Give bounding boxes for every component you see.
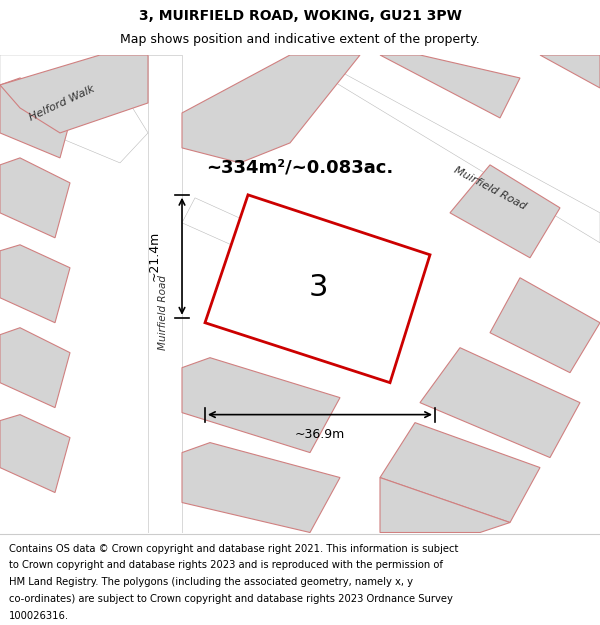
Polygon shape: [205, 195, 430, 382]
Text: Muirfield Road: Muirfield Road: [452, 164, 528, 211]
Polygon shape: [540, 55, 600, 88]
Text: 3: 3: [308, 273, 328, 302]
Text: ~21.4m: ~21.4m: [148, 231, 161, 281]
Polygon shape: [380, 422, 540, 522]
Polygon shape: [148, 55, 182, 532]
Polygon shape: [0, 55, 148, 163]
Text: Muirfield Road: Muirfield Road: [158, 275, 168, 350]
Polygon shape: [0, 78, 75, 158]
Text: Contains OS data © Crown copyright and database right 2021. This information is : Contains OS data © Crown copyright and d…: [9, 544, 458, 554]
Polygon shape: [290, 55, 600, 243]
Text: Muirfi...: Muirfi...: [262, 251, 298, 270]
Polygon shape: [182, 198, 365, 298]
Polygon shape: [490, 278, 600, 372]
Polygon shape: [0, 414, 70, 492]
Text: ~36.9m: ~36.9m: [295, 428, 345, 441]
Text: Helford Walk: Helford Walk: [28, 83, 97, 122]
Polygon shape: [420, 348, 580, 458]
Polygon shape: [182, 55, 360, 163]
Polygon shape: [182, 442, 340, 532]
Text: 100026316.: 100026316.: [9, 611, 69, 621]
Text: HM Land Registry. The polygons (including the associated geometry, namely x, y: HM Land Registry. The polygons (includin…: [9, 578, 413, 587]
Polygon shape: [0, 328, 70, 408]
Text: 3, MUIRFIELD ROAD, WOKING, GU21 3PW: 3, MUIRFIELD ROAD, WOKING, GU21 3PW: [139, 9, 461, 24]
Text: Map shows position and indicative extent of the property.: Map shows position and indicative extent…: [120, 33, 480, 46]
Polygon shape: [0, 55, 148, 133]
Text: to Crown copyright and database rights 2023 and is reproduced with the permissio: to Crown copyright and database rights 2…: [9, 561, 443, 571]
Polygon shape: [380, 478, 510, 532]
Text: co-ordinates) are subject to Crown copyright and database rights 2023 Ordnance S: co-ordinates) are subject to Crown copyr…: [9, 594, 453, 604]
Polygon shape: [450, 165, 560, 258]
Polygon shape: [182, 357, 340, 452]
Text: ~334m²/~0.083ac.: ~334m²/~0.083ac.: [206, 159, 394, 177]
Polygon shape: [0, 245, 70, 322]
Polygon shape: [0, 158, 70, 238]
Polygon shape: [380, 55, 520, 118]
